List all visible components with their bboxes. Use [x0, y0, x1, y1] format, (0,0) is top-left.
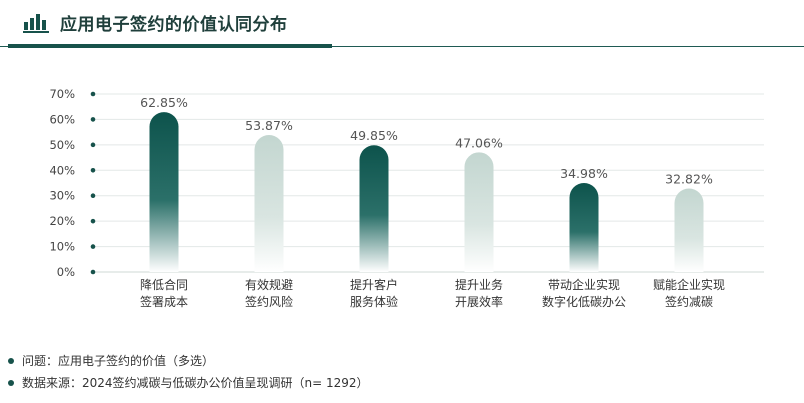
data-label: 53.87% [245, 118, 293, 133]
source-note: 数据来源：2024签约减碳与低碳办公价值呈现调研（n= 1292） [8, 372, 369, 394]
header: 应用电子签约的价值认同分布 [0, 0, 804, 52]
category-label: 提升客户 [350, 277, 398, 292]
category-label: 提升业务 [455, 277, 503, 292]
y-tick-dot [90, 117, 96, 122]
bar-chart-icon [23, 14, 49, 33]
category-label: 签署成本 [140, 294, 188, 309]
y-tick-label: 70% [49, 87, 75, 101]
y-tick-label: 0% [57, 265, 75, 279]
data-label: 34.98% [560, 166, 608, 181]
bar [149, 112, 179, 273]
data-label: 32.82% [665, 172, 713, 187]
data-label: 62.85% [140, 95, 188, 110]
header-accent-bar [8, 44, 332, 48]
category-label: 数字化低碳办公 [542, 294, 626, 309]
category-label: 带动企业实现 [548, 277, 620, 292]
category-label: 签约减碳 [665, 294, 713, 309]
data-label: 47.06% [455, 135, 503, 150]
bar [359, 145, 389, 272]
bar [674, 188, 704, 272]
y-tick-dot [90, 193, 96, 199]
category-label: 服务体验 [350, 294, 398, 309]
y-tick-dot [90, 218, 96, 224]
page-title: 应用电子签约的价值认同分布 [60, 15, 288, 35]
y-tick-label: 60% [49, 112, 75, 126]
y-tick-label: 30% [49, 189, 75, 203]
bullet-dot [8, 358, 14, 364]
y-tick-label: 10% [49, 240, 75, 254]
bar [464, 152, 494, 272]
question-note: 问题：应用电子签约的价值（多选） [8, 350, 369, 372]
header-divider [0, 46, 804, 47]
y-tick-dot [90, 244, 96, 249]
y-tick-dot [90, 167, 96, 173]
category-label: 签约风险 [245, 294, 293, 309]
category-label: 开展效率 [455, 294, 503, 309]
bullet-dot [8, 380, 14, 386]
source-text: 数据来源：2024签约减碳与低碳办公价值呈现调研（n= 1292） [22, 376, 369, 390]
notes: 问题：应用电子签约的价值（多选） 数据来源：2024签约减碳与低碳办公价值呈现调… [8, 350, 369, 394]
data-label: 49.85% [350, 128, 398, 143]
y-tick-dot [90, 142, 96, 148]
y-tick-label: 20% [49, 214, 75, 228]
y-tick-label: 50% [49, 138, 75, 152]
y-tick-dot [90, 91, 96, 97]
category-label: 有效规避 [245, 277, 293, 292]
y-tick-dot [90, 269, 96, 275]
category-label: 降低合同 [140, 277, 188, 292]
bar [569, 183, 599, 272]
question-text: 问题：应用电子签约的价值（多选） [22, 354, 215, 368]
bar [254, 135, 284, 272]
y-tick-label: 40% [49, 163, 75, 177]
category-label: 赋能企业实现 [653, 277, 725, 292]
